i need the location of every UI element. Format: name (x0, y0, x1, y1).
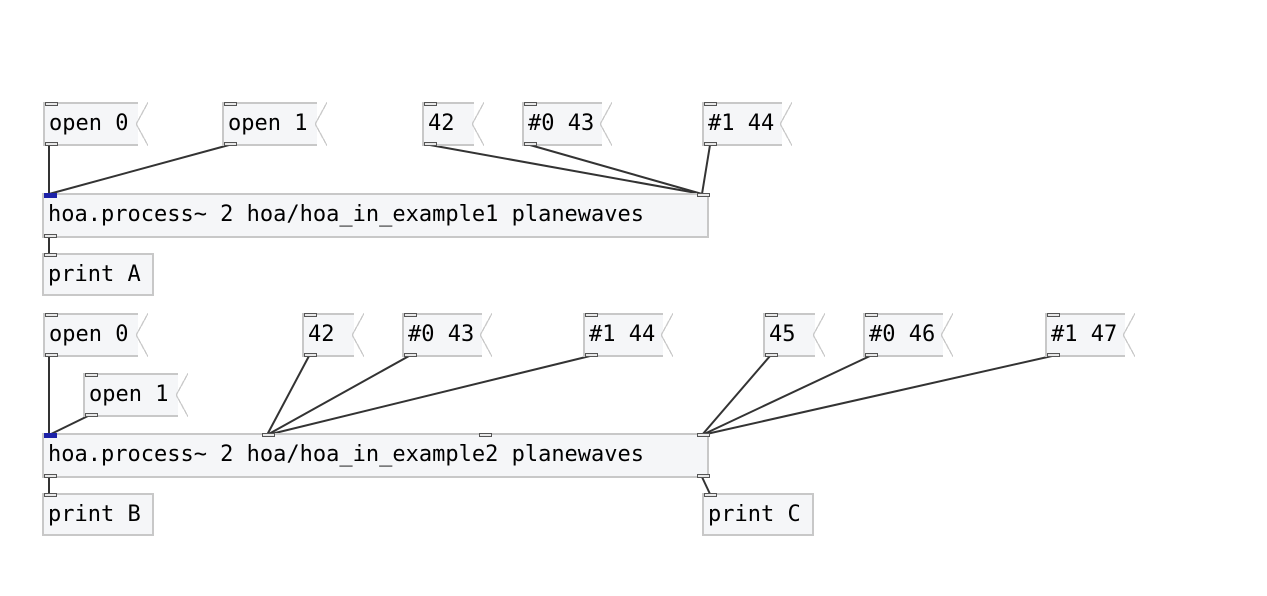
inlet[interactable] (85, 373, 98, 377)
object-label: hoa.process~ 2 hoa/hoa_in_example1 plane… (48, 202, 645, 227)
message-42[interactable]: 42 (302, 313, 364, 357)
cord (266, 355, 410, 436)
outlet[interactable] (45, 353, 58, 357)
cord (266, 355, 591, 436)
outlet[interactable] (44, 474, 57, 478)
inlet[interactable] (224, 102, 237, 106)
message-label: #0 43 (528, 111, 595, 136)
message-label: 42 (308, 322, 335, 347)
object-label: print B (48, 502, 141, 527)
outlet[interactable] (765, 353, 778, 357)
inlet[interactable] (865, 313, 878, 317)
inlet[interactable] (585, 313, 598, 317)
inlet[interactable] (262, 433, 275, 437)
inlet[interactable] (1047, 313, 1060, 317)
message-hash1-44[interactable]: #1 44 (702, 102, 792, 146)
inlet[interactable] (704, 493, 717, 497)
object-label: hoa.process~ 2 hoa/hoa_in_example2 plane… (48, 442, 645, 467)
inlet[interactable] (304, 313, 317, 317)
inlet[interactable] (44, 253, 57, 257)
object-hoa-process-example1[interactable]: hoa.process~ 2 hoa/hoa_in_example1 plane… (42, 193, 710, 238)
outlet[interactable] (704, 142, 717, 146)
message-open-1[interactable]: open 1 (83, 373, 188, 417)
outlet[interactable] (85, 413, 98, 417)
message-45[interactable]: 45 (763, 313, 825, 357)
outlet[interactable] (224, 142, 237, 146)
outlet[interactable] (865, 353, 878, 357)
cord (701, 476, 711, 495)
outlet[interactable] (424, 142, 437, 146)
message-label: 45 (769, 322, 796, 347)
outlet[interactable] (304, 353, 317, 357)
cord (429, 144, 703, 195)
outlet[interactable] (44, 234, 57, 238)
outlet[interactable] (404, 353, 417, 357)
message-label: #1 44 (589, 322, 656, 347)
inlet[interactable] (45, 313, 58, 317)
object-hoa-process-example2[interactable]: hoa.process~ 2 hoa/hoa_in_example2 plane… (42, 433, 710, 478)
cord (48, 144, 230, 195)
outlet[interactable] (1047, 353, 1060, 357)
signal-inlet[interactable] (44, 193, 57, 198)
message-label: #0 46 (869, 322, 936, 347)
outlet[interactable] (585, 353, 598, 357)
cord (266, 355, 310, 436)
object-print-a[interactable]: print A (42, 253, 154, 296)
signal-inlet[interactable] (44, 433, 57, 438)
object-label: print A (48, 262, 141, 287)
inlet[interactable] (697, 193, 710, 197)
cord (701, 355, 1053, 436)
inlet[interactable] (765, 313, 778, 317)
message-label: #1 44 (708, 111, 775, 136)
message-label: 42 (428, 111, 455, 136)
inlet[interactable] (524, 102, 537, 106)
inlet[interactable] (44, 493, 57, 497)
message-open-0[interactable]: open 0 (43, 102, 148, 146)
inlet[interactable] (479, 433, 492, 437)
message-label: open 1 (89, 382, 169, 407)
message-label: #1 47 (1051, 322, 1118, 347)
message-hash0-43[interactable]: #0 43 (522, 102, 612, 146)
outlet[interactable] (45, 142, 58, 146)
message-42[interactable]: 42 (422, 102, 484, 146)
inlet[interactable] (697, 433, 710, 437)
inlet[interactable] (424, 102, 437, 106)
message-label: open 1 (228, 111, 308, 136)
object-print-b[interactable]: print B (42, 493, 154, 536)
inlet[interactable] (704, 102, 717, 106)
object-print-c[interactable]: print C (702, 493, 814, 536)
cord (529, 144, 703, 195)
cord (701, 355, 771, 436)
inlet[interactable] (45, 102, 58, 106)
outlet[interactable] (524, 142, 537, 146)
message-open-0[interactable]: open 0 (43, 313, 148, 357)
message-label: #0 43 (408, 322, 475, 347)
message-open-1[interactable]: open 1 (222, 102, 327, 146)
object-label: print C (708, 502, 801, 527)
cord (701, 144, 711, 195)
message-hash0-43[interactable]: #0 43 (402, 313, 492, 357)
message-hash0-46[interactable]: #0 46 (863, 313, 953, 357)
message-label: open 0 (49, 111, 129, 136)
message-hash1-47[interactable]: #1 47 (1045, 313, 1135, 357)
cord (701, 355, 871, 436)
inlet[interactable] (404, 313, 417, 317)
message-hash1-44[interactable]: #1 44 (583, 313, 673, 357)
cord (48, 414, 91, 436)
outlet[interactable] (697, 474, 710, 478)
message-label: open 0 (49, 322, 129, 347)
